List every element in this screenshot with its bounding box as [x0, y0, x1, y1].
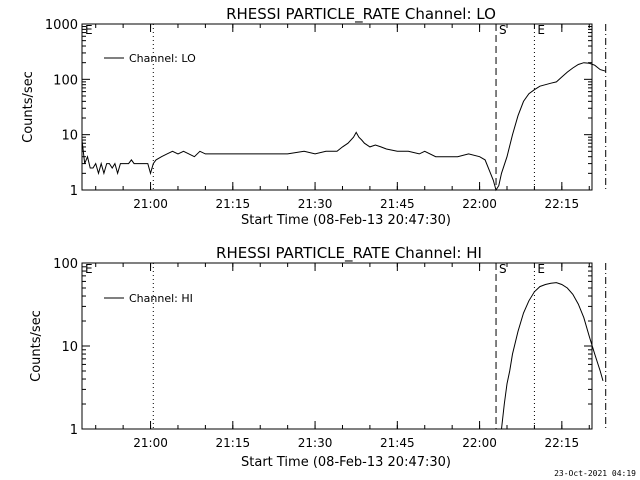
y-axis-label-lo: Counts/sec — [21, 71, 36, 143]
plot-frame-hi — [81, 262, 593, 430]
x-axis-label-lo: Start Time (08-Feb-13 20:47:30) — [241, 213, 451, 228]
x-ticks-lo: 21:00 21:15 21:30 21:45 22:00 22:15 — [95, 24, 590, 211]
legend-lo: Channel: LO — [104, 52, 196, 65]
series-line-hi — [501, 282, 604, 430]
event-marker-label: S — [499, 262, 507, 276]
y-tick-label: 10 — [61, 340, 78, 355]
chart-title-lo: RHESSI PARTICLE_RATE Channel: LO — [226, 5, 496, 24]
legend-label-lo: Channel: LO — [129, 52, 196, 65]
x-tick-label: 22:15 — [545, 197, 580, 211]
x-tick-label: 21:15 — [216, 197, 251, 211]
legend-hi: Channel: HI — [104, 292, 193, 305]
y-axis-label-hi: Counts/sec — [29, 310, 44, 382]
y-tick-label: 1 — [70, 184, 78, 199]
event-marker-label: E — [537, 262, 545, 276]
y-tick-label: 100 — [53, 73, 78, 88]
x-tick-label: 22:15 — [545, 436, 580, 450]
event-marker-label: E — [85, 262, 93, 276]
y-tick-label: 1 — [70, 423, 78, 438]
chart-panel-lo: RHESSI PARTICLE_RATE Channel: LO Counts/… — [21, 5, 607, 228]
x-tick-label: 22:00 — [462, 436, 497, 450]
x-tick-label: 21:30 — [298, 197, 333, 211]
chart-panel-hi: RHESSI PARTICLE_RATE Channel: HI Counts/… — [29, 244, 607, 470]
y-tick-label: 100 — [53, 257, 78, 272]
x-axis-label-hi: Start Time (08-Feb-13 20:47:30) — [241, 455, 451, 470]
footer-timestamp: 23-Oct-2021 04:19 — [554, 469, 636, 478]
y-tick-label: 10 — [61, 129, 78, 144]
x-tick-label: 21:15 — [216, 436, 251, 450]
y-ticks-hi: 1 10 100 — [53, 257, 592, 438]
y-ticks-lo: 1 10 100 1000 — [45, 18, 592, 199]
y-tick-label: 1000 — [45, 18, 78, 33]
x-tick-label: 21:45 — [380, 436, 415, 450]
x-tick-label: 21:30 — [298, 436, 333, 450]
plot-frame-lo — [81, 23, 593, 191]
x-tick-label: 21:00 — [133, 436, 168, 450]
chart-title-hi: RHESSI PARTICLE_RATE Channel: HI — [216, 244, 482, 263]
legend-label-hi: Channel: HI — [129, 292, 193, 305]
x-tick-label: 22:00 — [462, 197, 497, 211]
x-tick-label: 21:00 — [133, 197, 168, 211]
series-line-lo — [81, 62, 606, 192]
x-tick-label: 21:45 — [380, 197, 415, 211]
event-marker-label: E — [85, 23, 93, 37]
event-marker-label: S — [499, 23, 507, 37]
event-marker-label: E — [537, 23, 545, 37]
